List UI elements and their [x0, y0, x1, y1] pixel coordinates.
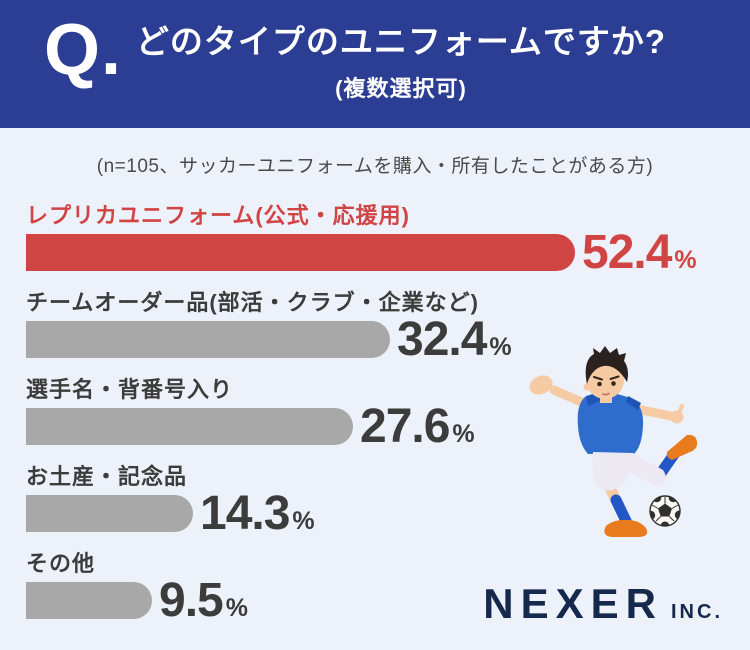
percent-unit: %	[674, 245, 697, 274]
bar-value: 14.3%	[200, 486, 315, 540]
page-title: どのタイプのユニフォームですか?	[135, 23, 667, 60]
multi-select-note: (複数選択可)	[335, 76, 467, 102]
bar-value: 27.6%	[360, 399, 475, 453]
bar-track: 9.5%	[26, 576, 750, 624]
brand-suffix: INC.	[671, 601, 723, 623]
bar-value: 52.4%	[582, 225, 697, 279]
bar-value-number: 9.5	[159, 573, 224, 627]
soccer-player-icon	[529, 346, 698, 537]
bar-label: お土産・記念品	[26, 464, 188, 489]
bar	[26, 321, 390, 358]
bar-label: その他	[26, 551, 96, 576]
bar-label: レプリカユニフォーム(公式・応援用)	[26, 203, 410, 228]
brand-name: NEXER	[483, 580, 663, 627]
bar-track: 32.4%	[26, 315, 750, 363]
percent-unit: %	[489, 332, 512, 361]
chart-row: チームオーダー品(部活・クラブ・企業など) 32.4%	[26, 288, 750, 363]
percent-unit: %	[292, 506, 315, 535]
bar-value-number: 32.4	[397, 312, 487, 366]
bar-value: 9.5%	[159, 573, 248, 627]
bar-track: 14.3%	[26, 489, 750, 537]
brand-logo: NEXER INC.	[483, 580, 723, 628]
bar-chart: レプリカユニフォーム(公式・応援用) 52.4% チームオーダー品(部活・クラブ…	[0, 201, 750, 624]
percent-unit: %	[452, 419, 475, 448]
bar-value-number: 52.4	[582, 225, 672, 279]
q-mark: Q.	[44, 10, 123, 90]
chart-row: 選手名・背番号入り 27.6%	[26, 375, 750, 450]
soccer-player-illustration	[508, 346, 748, 566]
bar-value-number: 27.6	[360, 399, 450, 453]
bar	[26, 234, 575, 271]
bar-track: 27.6%	[26, 402, 750, 450]
bar-label: 選手名・背番号入り	[26, 377, 234, 402]
question-header: Q. どのタイプのユニフォームですか? (複数選択可)	[0, 0, 750, 128]
bar	[26, 495, 193, 532]
bar	[26, 582, 152, 619]
chart-row: レプリカユニフォーム(公式・応援用) 52.4%	[26, 201, 750, 276]
bar-track: 52.4%	[26, 228, 750, 276]
title-block: どのタイプのユニフォームですか? (複数選択可)	[0, 23, 750, 103]
chart-row: その他 9.5%	[26, 549, 750, 624]
survey-note: (n=105、サッカーユニフォームを購入・所有したことがある方)	[96, 156, 654, 177]
chart-row: お土産・記念品 14.3%	[26, 462, 750, 537]
bar-label: チームオーダー品(部活・クラブ・企業など)	[26, 290, 479, 315]
bar	[26, 408, 353, 445]
bar-value-number: 14.3	[200, 486, 290, 540]
percent-unit: %	[225, 593, 248, 622]
bar-value: 32.4%	[397, 312, 512, 366]
